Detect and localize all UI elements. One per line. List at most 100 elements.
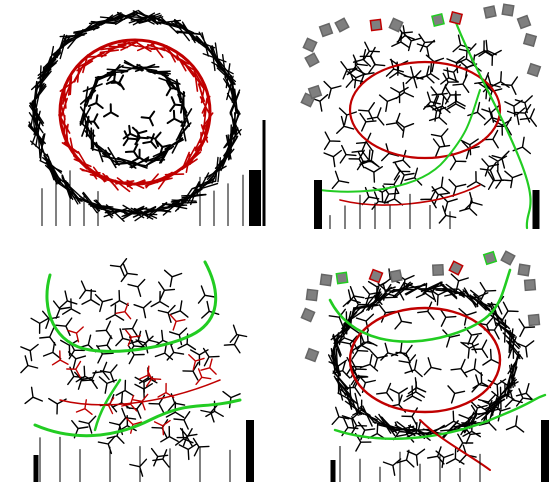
stick xyxy=(162,71,177,89)
stick xyxy=(199,96,210,114)
stick xyxy=(495,322,516,336)
marker xyxy=(527,313,541,327)
stick xyxy=(378,94,398,112)
stick xyxy=(163,269,183,288)
stick xyxy=(430,128,449,147)
stick xyxy=(203,97,208,117)
stick xyxy=(195,368,212,385)
stick xyxy=(103,103,119,118)
stick xyxy=(487,171,505,190)
stick xyxy=(432,138,451,157)
stick xyxy=(82,192,98,214)
stick xyxy=(175,428,194,446)
stick xyxy=(69,75,73,96)
stick xyxy=(177,93,188,114)
curve xyxy=(453,18,532,230)
stick xyxy=(519,108,537,127)
stick xyxy=(87,94,104,109)
stick xyxy=(364,166,383,183)
stick xyxy=(176,54,187,72)
stick xyxy=(491,150,510,169)
marker xyxy=(319,273,333,287)
stick xyxy=(450,358,468,378)
stick xyxy=(460,414,474,436)
marker xyxy=(500,250,516,266)
stick xyxy=(508,329,511,354)
stick xyxy=(140,329,159,348)
stick xyxy=(59,290,78,309)
stick xyxy=(359,149,378,167)
stick xyxy=(140,110,156,127)
stick xyxy=(345,69,364,88)
stick xyxy=(106,63,121,82)
stick xyxy=(514,95,533,114)
stick xyxy=(191,72,205,89)
panel-bottom-right xyxy=(300,250,549,482)
stick xyxy=(150,290,170,308)
stick xyxy=(376,382,394,402)
stick xyxy=(359,46,377,66)
stick xyxy=(423,357,442,376)
stick xyxy=(473,293,491,311)
stick xyxy=(115,302,132,320)
ring-line xyxy=(348,306,502,414)
stick xyxy=(403,70,422,89)
stick xyxy=(120,263,138,283)
stick xyxy=(336,115,355,134)
stick xyxy=(389,387,408,405)
stick xyxy=(95,320,113,340)
stick xyxy=(506,107,526,126)
pillar xyxy=(314,180,322,229)
stick xyxy=(176,120,187,140)
stick xyxy=(427,446,445,465)
stick xyxy=(48,45,55,71)
marker xyxy=(501,3,515,17)
stick xyxy=(114,11,137,25)
stick xyxy=(509,328,514,352)
stick xyxy=(120,41,138,51)
marker xyxy=(368,268,384,284)
stick xyxy=(93,141,111,156)
stick xyxy=(403,284,427,290)
stick xyxy=(449,151,467,171)
stick xyxy=(323,80,342,99)
stick xyxy=(134,383,153,400)
curve xyxy=(419,419,491,471)
stick xyxy=(179,427,198,447)
stick xyxy=(181,59,195,75)
stick xyxy=(122,124,139,140)
stick xyxy=(481,105,500,123)
stick xyxy=(79,103,87,125)
pillar xyxy=(330,460,336,482)
marker xyxy=(516,14,532,30)
stick xyxy=(488,155,508,172)
marker xyxy=(389,269,403,283)
stick xyxy=(166,109,183,125)
stick xyxy=(323,131,341,151)
stick xyxy=(323,149,342,168)
stick xyxy=(442,288,465,296)
curve xyxy=(33,398,242,438)
stick xyxy=(173,411,191,430)
stick xyxy=(393,161,411,181)
stick xyxy=(477,408,501,416)
panel-top-left xyxy=(27,9,266,226)
stick xyxy=(404,167,423,186)
stick xyxy=(125,329,141,347)
stick xyxy=(406,381,425,398)
stick xyxy=(404,359,423,378)
stick xyxy=(505,415,525,433)
stick xyxy=(177,122,192,140)
stick xyxy=(338,107,357,126)
stick xyxy=(357,421,376,441)
stick xyxy=(169,96,184,112)
stick xyxy=(218,62,233,85)
stick xyxy=(155,145,175,158)
stick xyxy=(87,52,105,62)
stick xyxy=(20,355,39,374)
stick xyxy=(192,437,210,457)
stick xyxy=(79,280,97,300)
stick xyxy=(109,258,128,277)
stick xyxy=(160,425,179,443)
